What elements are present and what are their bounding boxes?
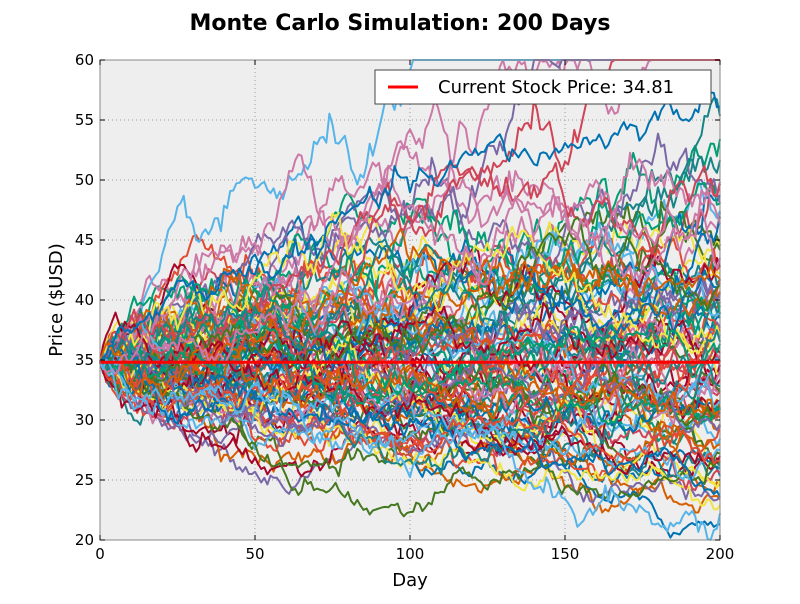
legend-box [374, 69, 712, 105]
series-line [99, 282, 721, 389]
x-tick-label: 50 [245, 545, 264, 563]
series-line [99, 360, 721, 465]
x-tick-label: 0 [95, 545, 105, 563]
series-line [99, 361, 721, 514]
series-line [99, 153, 721, 363]
chart-title: Monte Carlo Simulation: 200 Days [189, 11, 610, 36]
series-line [99, 269, 721, 396]
series-line [99, 189, 721, 375]
y-tick-label: 55 [75, 111, 94, 129]
series-line [99, 277, 721, 426]
series-line [99, 244, 721, 389]
x-tick-label: 200 [706, 545, 735, 563]
series-line [99, 327, 721, 414]
series-line-highest-path [99, 88, 721, 363]
y-tick-label: 30 [75, 411, 94, 429]
y-tick-label: 45 [75, 231, 94, 249]
y-tick-label: 25 [75, 471, 94, 489]
y-tick-label: 40 [75, 291, 94, 309]
y-tick-label: 50 [75, 171, 94, 189]
series-line [99, 301, 721, 419]
x-tick-label: 150 [551, 545, 580, 563]
series-line [99, 274, 721, 433]
legend-label: Current Stock Price: 34.81 [438, 77, 674, 98]
series-line [99, 346, 721, 498]
series-line-lowest-path [99, 358, 721, 541]
series-line [99, 354, 721, 478]
y-tick-label: 60 [75, 51, 94, 69]
y-tick-label: 35 [75, 351, 94, 369]
legend: Current Stock Price: 34.81 [374, 69, 712, 105]
y-tick-label: 20 [75, 531, 94, 549]
series-line [99, 352, 721, 504]
x-axis-label: Day [392, 570, 428, 591]
simulation-paths [99, 59, 721, 541]
axis-ticks: 0 50 100 150 200 20 25 30 35 40 45 50 55 60 [75, 51, 734, 563]
y-axis-label: Price ($USD) [46, 243, 67, 357]
x-tick-label: 100 [396, 545, 425, 563]
